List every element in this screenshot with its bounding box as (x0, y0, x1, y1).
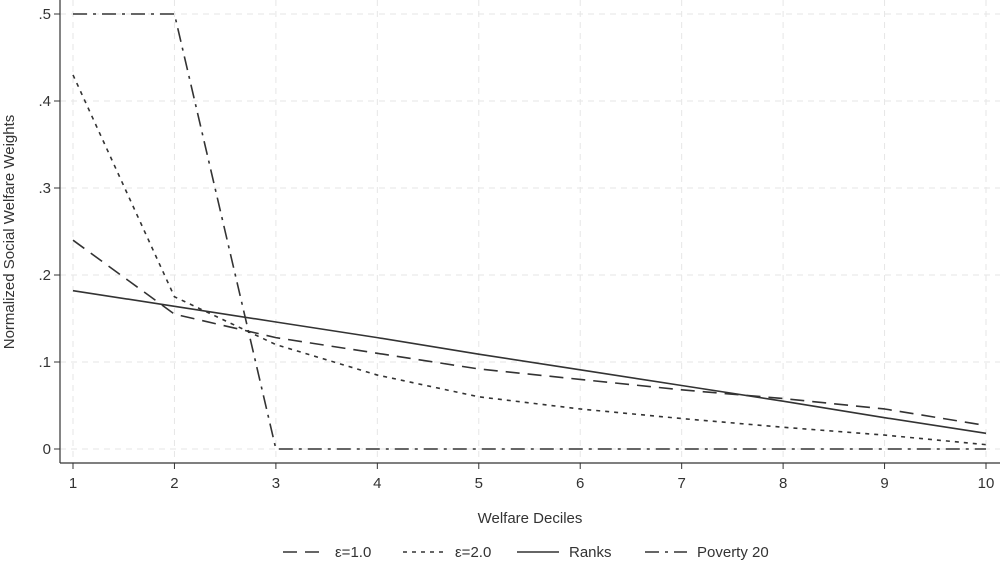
y-tick-label: 0 (43, 441, 51, 458)
x-tick-label: 2 (170, 475, 178, 492)
x-tick-label: 1 (69, 475, 77, 492)
x-tick-label: 3 (272, 475, 280, 492)
series-line-2 (72, 74, 987, 446)
ticks: 1 2 3 4 5 6 7 8 9 10 0 .1 .2 .3 .4 .5 (38, 6, 994, 492)
y-tick-label: .2 (38, 267, 51, 284)
x-tick-label: 9 (880, 475, 888, 492)
legend-label-2: ε=2.0 (455, 544, 491, 561)
x-tick-label: 10 (978, 475, 995, 492)
x-tick-label: 7 (677, 475, 685, 492)
series-line-4 (73, 13, 986, 450)
y-tick-label: .1 (38, 354, 51, 371)
legend-label-1: ε=1.0 (335, 544, 371, 561)
y-tick-label: .5 (38, 6, 51, 23)
legend-label-4: Poverty 20 (697, 544, 769, 561)
x-axis-title: Welfare Deciles (478, 510, 583, 527)
x-tick-label: 4 (373, 475, 381, 492)
grid (60, 0, 1000, 463)
axes (59, 0, 1000, 464)
series-line-1 (72, 239, 987, 427)
legend: ε=1.0 ε=2.0 Ranks Poverty 20 (283, 544, 769, 561)
series-lines (72, 13, 987, 450)
legend-label-3: Ranks (569, 544, 612, 561)
y-tick-label: .4 (38, 93, 51, 110)
x-tick-label: 6 (576, 475, 584, 492)
x-tick-label: 5 (475, 475, 483, 492)
x-tick-label: 8 (779, 475, 787, 492)
y-axis-title: Normalized Social Welfare Weights (1, 115, 18, 350)
series-line-3 (72, 289, 987, 435)
y-tick-label: .3 (38, 180, 51, 197)
